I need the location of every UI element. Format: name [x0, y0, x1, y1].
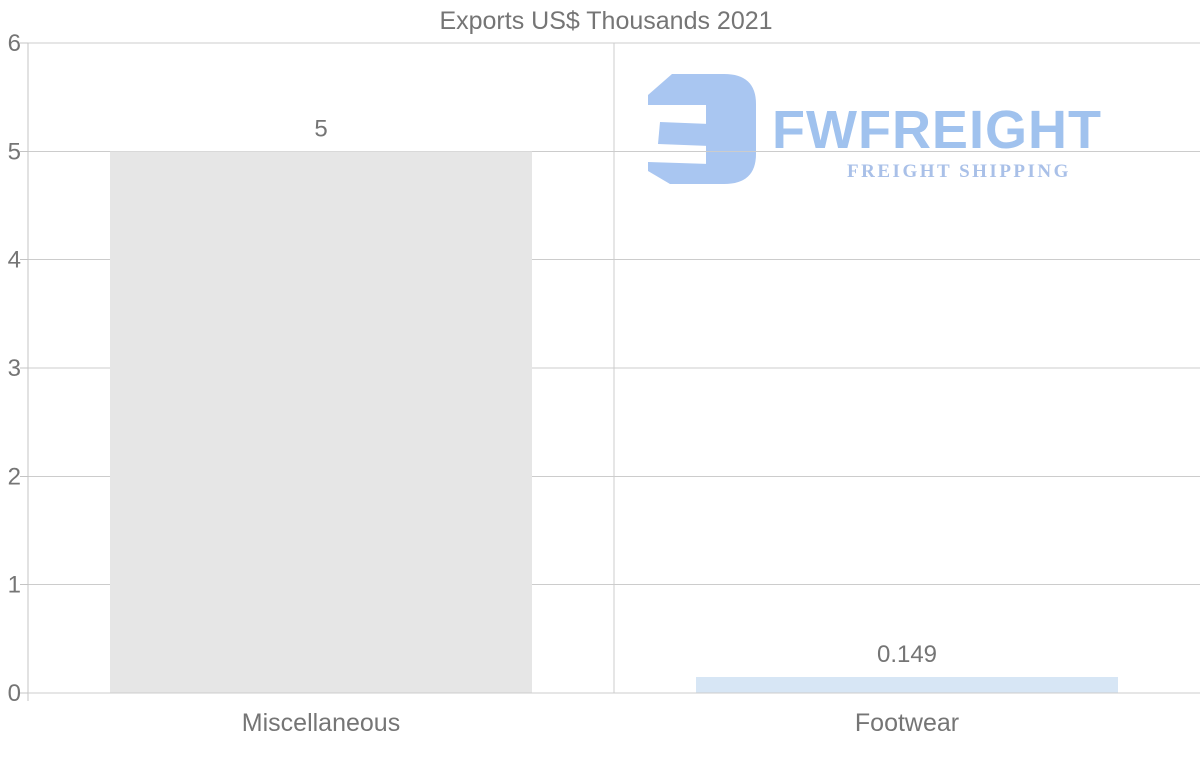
value-label-miscellaneous: 5 [314, 115, 327, 142]
bar-miscellaneous [110, 151, 532, 694]
y-axis-label: 2 [8, 463, 21, 490]
brand-name: FWFREIGHT [772, 100, 1102, 160]
y-axis-label: 4 [8, 247, 21, 274]
brand-tagline: FREIGHT SHIPPING [847, 161, 1071, 182]
bars [110, 151, 1118, 694]
value-label-footwear: 0.149 [877, 641, 937, 668]
axis-labels: 0 1 2 3 4 5 6 Miscellaneous Footwear [8, 30, 959, 737]
fwfreight-watermark: FWFREIGHT FREIGHT SHIPPING [648, 74, 1102, 184]
y-axis-label: 6 [8, 30, 21, 57]
value-labels: 5 0.149 [314, 115, 937, 668]
bar-footwear [696, 676, 1118, 693]
logo-mark-bar-bottom [648, 162, 710, 184]
y-axis-label: 1 [8, 572, 21, 599]
y-axis-label: 0 [8, 680, 21, 707]
y-axis-label: 3 [8, 355, 21, 382]
logo-mark-bar-top [648, 74, 710, 105]
fwfreight-logo-icon [648, 74, 756, 184]
logo-mark-column [706, 74, 756, 184]
chart-title: Exports US$ Thousands 2021 [439, 7, 772, 35]
y-axis-label: 5 [8, 138, 21, 165]
x-axis-label-miscellaneous: Miscellaneous [242, 709, 400, 737]
x-axis-label-footwear: Footwear [855, 709, 959, 737]
logo-mark-bar-mid [658, 122, 710, 146]
